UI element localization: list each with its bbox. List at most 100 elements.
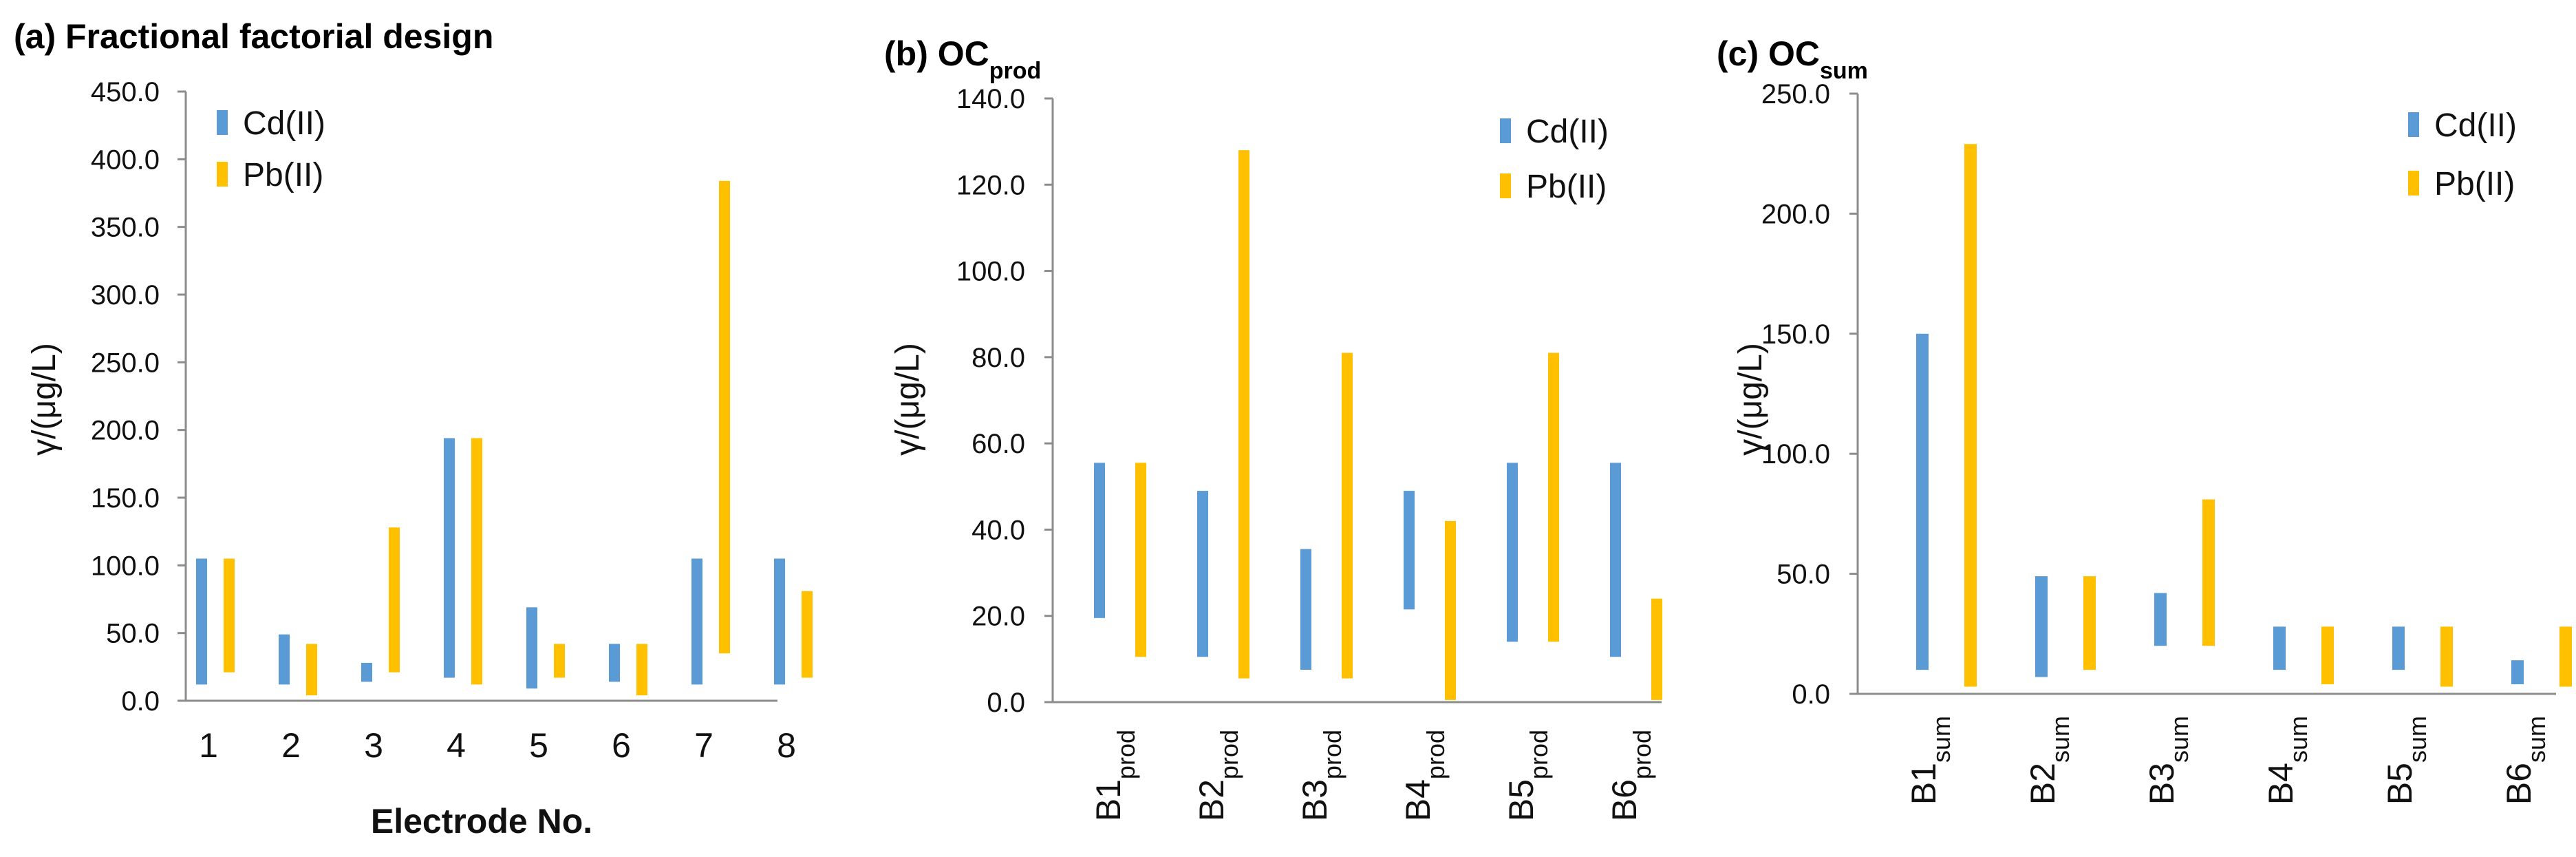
- bar-pb: [224, 558, 235, 673]
- x-category-label: B5prod: [1502, 730, 1553, 821]
- bar-pb: [2440, 626, 2453, 687]
- y-tick-label: 80.0: [972, 343, 1025, 373]
- x-category-label: 3: [364, 726, 383, 765]
- legend: Cd(II) Pb(II): [217, 105, 325, 193]
- bar-cd: [526, 607, 537, 689]
- x-category-label: 7: [694, 726, 713, 765]
- bar-cd: [1507, 463, 1518, 642]
- chart-title-main: (c) OC: [1717, 34, 1820, 73]
- y-tick-label: 100.0: [956, 257, 1025, 287]
- y-tick-label: 350.0: [91, 213, 160, 243]
- x-category-label: B2prod: [1192, 730, 1243, 821]
- category-base: 2: [281, 726, 301, 765]
- x-category-label: B5sum: [2381, 716, 2432, 805]
- bar-pb: [1548, 352, 1559, 642]
- chart-title-sub: sum: [1820, 58, 1868, 84]
- bar-pb: [554, 644, 565, 678]
- category-base: B4: [1399, 779, 1437, 821]
- y-tick-label: 120.0: [956, 170, 1025, 200]
- legend-swatch-pb: [217, 162, 228, 187]
- x-category-label: B1sum: [1904, 716, 1955, 805]
- bar-pb: [2321, 626, 2334, 685]
- category-sub: sum: [2165, 716, 2193, 763]
- category-base: B2: [2024, 763, 2062, 805]
- bar-cd: [1404, 491, 1415, 610]
- y-tick-label: 20.0: [972, 602, 1025, 632]
- chart-panel-1: (a) Fractional factorial design 0.0 50.0 10…: [14, 17, 813, 840]
- y-tick-label: 50.0: [106, 619, 160, 649]
- chart-panel-3: (c) OCsum0.050.0100.0150.0200.0250.0γ/(μ…: [1717, 34, 2572, 805]
- y-tick-label: 300.0: [91, 280, 160, 310]
- bar-pb: [389, 527, 400, 673]
- bar-pb: [1342, 352, 1353, 679]
- y-tick-label: 200.0: [1761, 199, 1830, 229]
- y-tick-label: 0.0: [987, 688, 1025, 718]
- bar-pb: [1135, 463, 1146, 657]
- category-base: B3: [2143, 763, 2181, 805]
- bar-pb: [1238, 150, 1249, 679]
- bar-cd: [1300, 549, 1311, 670]
- bar-cd: [2511, 660, 2524, 685]
- y-tick-label: 60.0: [972, 429, 1025, 459]
- x-category-label: 6: [612, 726, 631, 765]
- y-tick-label: 100.0: [1761, 439, 1830, 469]
- legend: Cd(II) Pb(II): [2408, 107, 2517, 202]
- category-base: B5: [2381, 763, 2419, 805]
- category-base: 5: [529, 726, 548, 765]
- bar-pb: [306, 644, 317, 696]
- category-sub: prod: [1525, 730, 1553, 779]
- y-tick-label: 0.0: [121, 686, 160, 717]
- bar-pb: [471, 438, 482, 685]
- y-tick-label: 100.0: [91, 551, 160, 581]
- x-category-label: 4: [447, 726, 466, 765]
- bar-pb: [2559, 626, 2572, 687]
- legend-label-cd: Cd(II): [1526, 114, 1609, 150]
- y-tick-label: 150.0: [91, 483, 160, 514]
- x-category-label: B4prod: [1399, 730, 1450, 821]
- category-base: 6: [612, 726, 631, 765]
- legend-label-pb: Pb(II): [243, 157, 323, 193]
- chart-title-main: (b) OC: [884, 34, 989, 73]
- chart-title: (c) OCsum: [1717, 34, 1868, 84]
- category-base: B5: [1502, 779, 1541, 821]
- y-tick-label: 200.0: [91, 416, 160, 446]
- chart-title-main: (a) Fractional factorial design: [14, 17, 493, 56]
- bar-cd: [279, 634, 290, 685]
- category-base: 8: [777, 726, 796, 765]
- category-sub: prod: [1421, 730, 1450, 779]
- legend-swatch-cd: [2408, 112, 2419, 137]
- legend-swatch-cd: [1500, 118, 1511, 143]
- bar-cd: [1916, 333, 1929, 670]
- y-tick-label: 250.0: [91, 348, 160, 378]
- chart-panel-2: (b) OCprod0.020.040.060.080.0100.0120.01…: [884, 34, 1662, 821]
- bar-cd: [691, 558, 702, 685]
- x-category-label: 5: [529, 726, 548, 765]
- chart-title: (a) Fractional factorial design: [14, 17, 493, 56]
- bar-pb: [719, 180, 730, 654]
- bar-pb: [1651, 598, 1662, 700]
- category-base: B2: [1192, 779, 1231, 821]
- legend-swatch-cd: [217, 110, 228, 135]
- category-sub: prod: [1112, 730, 1140, 779]
- x-category-label: B2sum: [2024, 716, 2074, 805]
- bar-cd: [774, 558, 785, 685]
- x-category-label: B3sum: [2143, 716, 2193, 805]
- bar-pb: [1445, 520, 1456, 700]
- category-sub: sum: [2403, 716, 2432, 763]
- category-sub: prod: [1318, 730, 1346, 779]
- legend-label-cd: Cd(II): [2434, 107, 2517, 144]
- y-tick-label: 50.0: [1777, 560, 1830, 590]
- y-tick-label: 250.0: [1761, 79, 1830, 109]
- bar-pb: [2202, 499, 2215, 646]
- y-tick-label: 450.0: [91, 77, 160, 107]
- category-sub: sum: [2046, 716, 2074, 763]
- bar-cd: [2035, 576, 2048, 677]
- x-category-label: B6prod: [1605, 730, 1656, 821]
- legend-swatch-pb: [1500, 173, 1511, 198]
- chart-title-sub: prod: [989, 58, 1042, 84]
- y-axis-label: γ/(μg/L): [1732, 343, 1769, 456]
- y-tick-label: 40.0: [972, 515, 1025, 545]
- bar-cd: [196, 558, 207, 685]
